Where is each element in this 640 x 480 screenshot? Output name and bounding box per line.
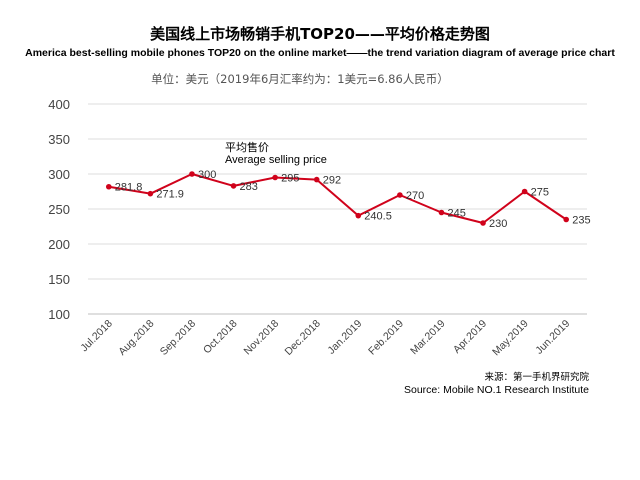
y-tick-label: 400 xyxy=(48,97,70,112)
data-label: 271.9 xyxy=(156,189,184,201)
gridlines xyxy=(88,103,587,315)
x-tick-label: May.2019 xyxy=(490,318,531,359)
x-tick-label: Sep.2018 xyxy=(158,318,198,358)
data-label: 283 xyxy=(240,181,258,193)
y-tick-label: 300 xyxy=(48,167,70,182)
x-tick-label: Nov.2018 xyxy=(242,318,282,358)
data-point xyxy=(438,209,445,216)
data-point xyxy=(230,183,237,189)
data-point xyxy=(355,212,362,219)
data-label: 300 xyxy=(198,169,216,181)
x-tick-label: Jun.2019 xyxy=(533,318,572,357)
x-tick-label: Apr.2019 xyxy=(451,318,489,356)
x-tick-label: Dec.2018 xyxy=(283,318,323,358)
data-label: 245 xyxy=(447,208,465,220)
data-point xyxy=(397,192,403,198)
y-tick-label: 250 xyxy=(48,202,70,217)
x-tick-label: Mar.2019 xyxy=(408,318,448,358)
x-tick-label: Feb.2019 xyxy=(366,318,406,358)
x-tick-label: Jul.2018 xyxy=(78,318,115,355)
data-point xyxy=(147,190,154,197)
series-label-en: Average selling price xyxy=(225,154,327,166)
data-label: 295 xyxy=(281,173,299,185)
data-label: 275 xyxy=(531,187,549,199)
unit-note: 单位：美元（2019年6月汇率约为：1美元=6.86人民币） xyxy=(151,72,449,86)
data-label: 292 xyxy=(323,175,341,187)
y-tick-label: 150 xyxy=(48,272,70,287)
data-point xyxy=(313,176,320,183)
data-label: 281.8 xyxy=(115,182,143,194)
data-point xyxy=(521,188,528,195)
data-label: 270 xyxy=(406,190,424,202)
data-point xyxy=(480,220,486,226)
data-point xyxy=(272,174,278,181)
y-axis-ticks: 400 350 300 250 200 150 100 xyxy=(48,97,70,322)
data-point xyxy=(105,183,112,190)
data-label: 235 xyxy=(572,215,590,227)
x-axis-ticks: Jul.2018 Aug.2018 Sep.2018 Oct.2018 Nov.2018… xyxy=(78,318,572,359)
data-point xyxy=(563,216,570,223)
chart-title: 美国线上市场畅销手机TOP20——平均价格走势图 xyxy=(150,25,490,43)
data-labels: 281.8 271.9 300 283 295 292 240.5 270 245 230 275 2… xyxy=(115,169,591,230)
series-label-cn: 平均售价 xyxy=(225,140,269,154)
y-tick-label: 100 xyxy=(48,307,70,322)
source-cn: 来源：第一手机界研究院 xyxy=(484,371,589,383)
data-label: 230 xyxy=(489,218,507,230)
y-tick-label: 200 xyxy=(48,237,70,252)
series-line xyxy=(108,173,567,224)
y-tick-label: 350 xyxy=(48,132,70,147)
source-en: Source: Mobile NO.1 Research Institute xyxy=(404,384,589,396)
data-point xyxy=(189,171,195,177)
x-tick-label: Jan.2019 xyxy=(325,318,364,357)
data-label: 240.5 xyxy=(364,211,392,223)
x-tick-label: Aug.2018 xyxy=(116,318,156,358)
chart-subtitle: America best-selling mobile phones TOP20… xyxy=(25,47,615,59)
series-average-price xyxy=(105,171,570,226)
x-tick-label: Oct.2018 xyxy=(201,318,240,357)
